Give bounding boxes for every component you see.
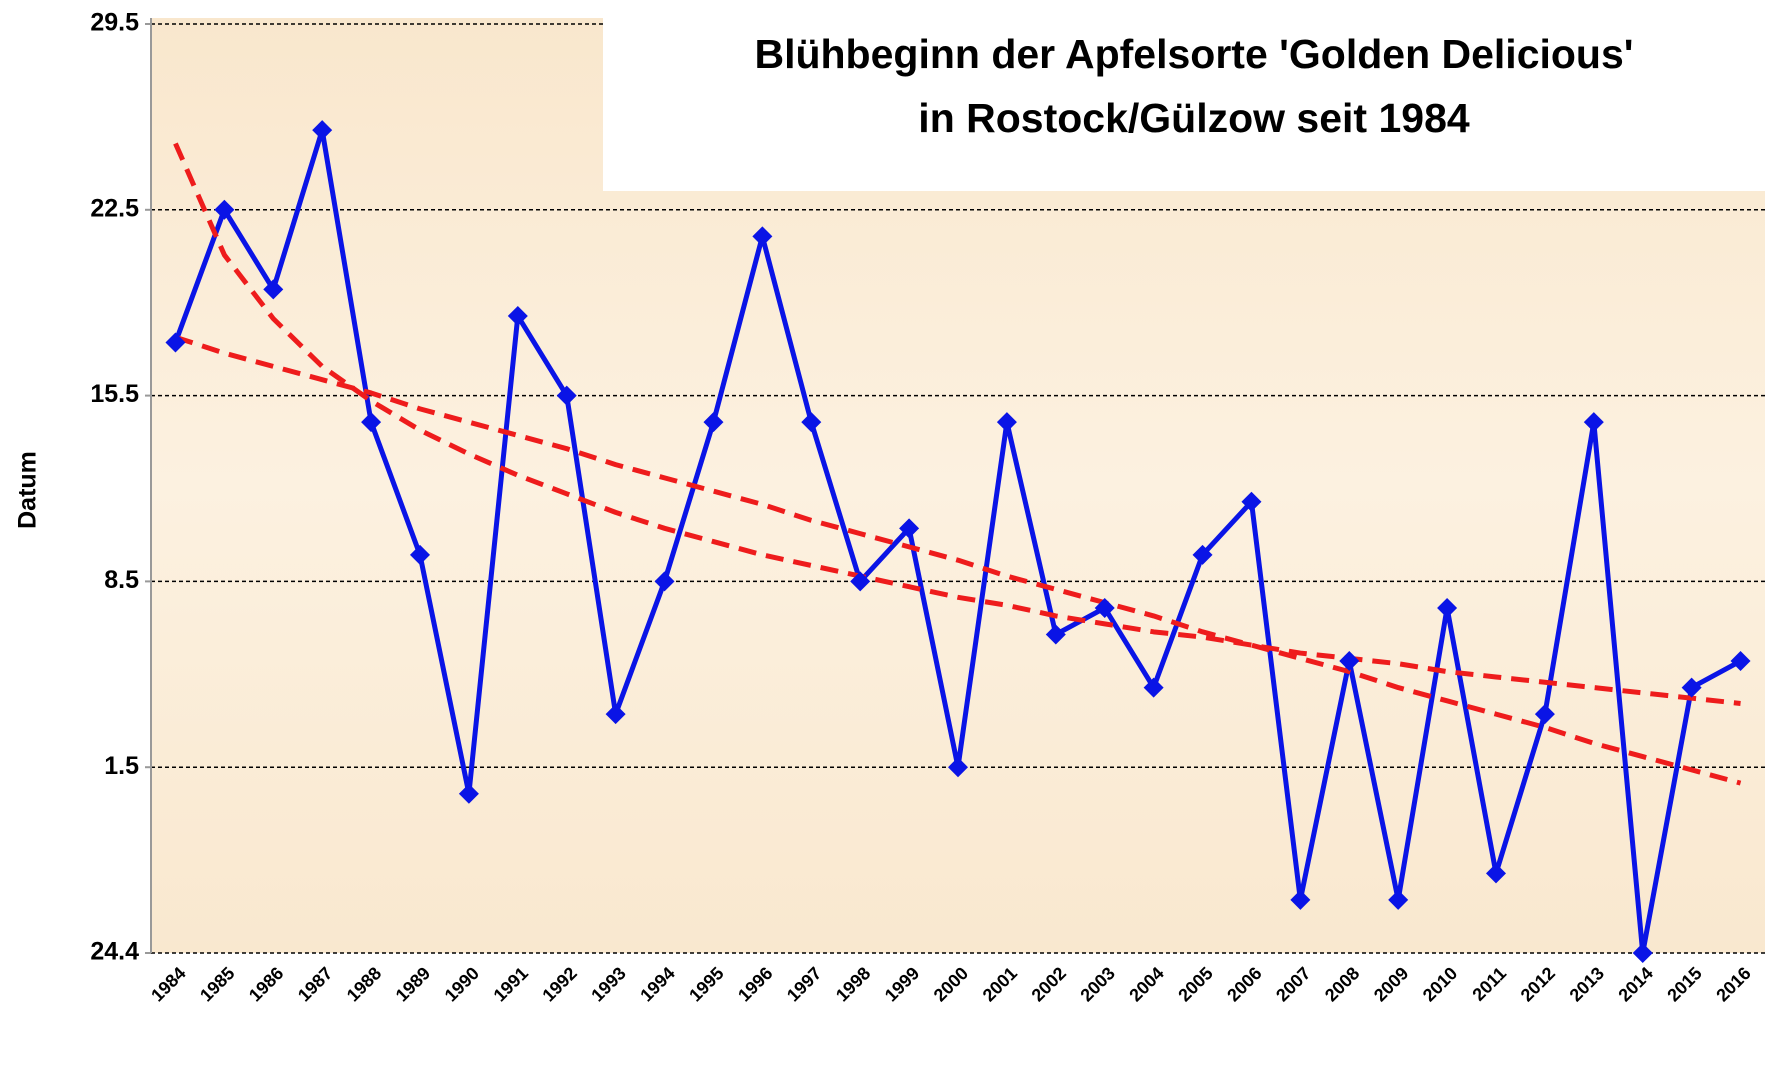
x-tick-label: 1984 [147,963,189,1005]
x-tick-label: 2003 [1076,963,1118,1005]
x-tick-label: 1989 [392,963,434,1005]
data-point [1143,677,1164,698]
y-tick-label: 22.5 [90,194,139,222]
x-tick-label: 1993 [587,963,629,1005]
x-tick-label: 1987 [294,963,336,1005]
title-box [603,0,1789,191]
x-tick-label: 1999 [881,963,923,1005]
x-tick-label: 1988 [343,963,385,1005]
data-point [850,571,871,592]
x-tick-label: 2005 [1174,963,1216,1005]
x-tick-label: 1986 [245,963,287,1005]
data-point [948,757,968,778]
data-point [410,544,430,565]
y-tick-label: 29.5 [90,9,139,37]
data-point [1192,544,1213,565]
x-tick-label: 2015 [1663,963,1705,1005]
data-point [1437,597,1458,618]
chart-title: Blühbeginn der Apfelsorte 'Golden Delici… [754,31,1633,77]
data-point [1486,863,1506,884]
x-tick-label: 2011 [1468,963,1510,1005]
x-tick-label: 2016 [1712,963,1754,1005]
data-point [1632,943,1653,963]
x-tick-label: 1997 [783,963,825,1005]
data-point [458,783,479,804]
data-point [1339,651,1360,672]
data-point [214,199,235,220]
data-point [801,412,822,433]
x-tick-label: 2000 [930,963,972,1005]
data-point [996,412,1017,433]
x-tick-label: 2013 [1566,963,1608,1005]
marks [165,120,1751,963]
series-line [173,142,1741,706]
x-tick-label: 1985 [196,963,238,1005]
data-point [1388,889,1409,910]
data-point [605,704,626,725]
data-point [1290,889,1311,910]
data-point [1534,704,1555,725]
data-point [556,385,577,406]
x-tick-label: 2001 [979,963,1021,1005]
data-point [703,412,724,433]
chart-title: in Rostock/Gülzow seit 1984 [918,95,1470,141]
x-tick-label: 2014 [1614,963,1656,1005]
data-point [312,120,333,141]
data-point [1730,651,1751,672]
data-point [1241,491,1262,512]
data-point [1094,597,1115,618]
series-line [174,334,1742,786]
x-tick-label: 2008 [1321,963,1363,1005]
y-tick-label: 1.5 [104,752,139,780]
x-tick-label: 1992 [538,963,580,1005]
data-point [1045,624,1066,645]
y-tick-label: 24.4 [90,938,139,966]
data-point [507,305,528,326]
y-tick-label: 8.5 [104,566,139,594]
x-tick-label: 1995 [685,963,727,1005]
data-point [899,518,920,539]
x-tick-label: 1990 [441,963,483,1005]
y-axis-label: Datum [14,451,42,529]
data-point [263,279,284,300]
x-tick-label: 2004 [1125,963,1167,1005]
y-tick-label: 15.5 [90,380,139,408]
x-tick-label: 2012 [1517,963,1559,1005]
data-point [654,571,675,592]
x-tick-label: 2009 [1370,963,1412,1005]
x-tick-label: 1991 [490,963,532,1005]
x-tick-label: 1998 [832,963,874,1005]
data-point [1583,412,1604,433]
x-tick-label: 1996 [734,963,776,1005]
data-point [1681,677,1702,698]
grid [151,23,1765,954]
x-tick-label: 2002 [1028,963,1070,1005]
x-tick-label: 2006 [1223,963,1265,1005]
data-point [361,412,382,433]
x-tick-label: 1994 [636,963,678,1005]
x-tick-label: 2007 [1272,963,1314,1005]
data-point [752,226,773,247]
x-tick-label: 2010 [1419,963,1461,1005]
data-point [165,332,186,353]
